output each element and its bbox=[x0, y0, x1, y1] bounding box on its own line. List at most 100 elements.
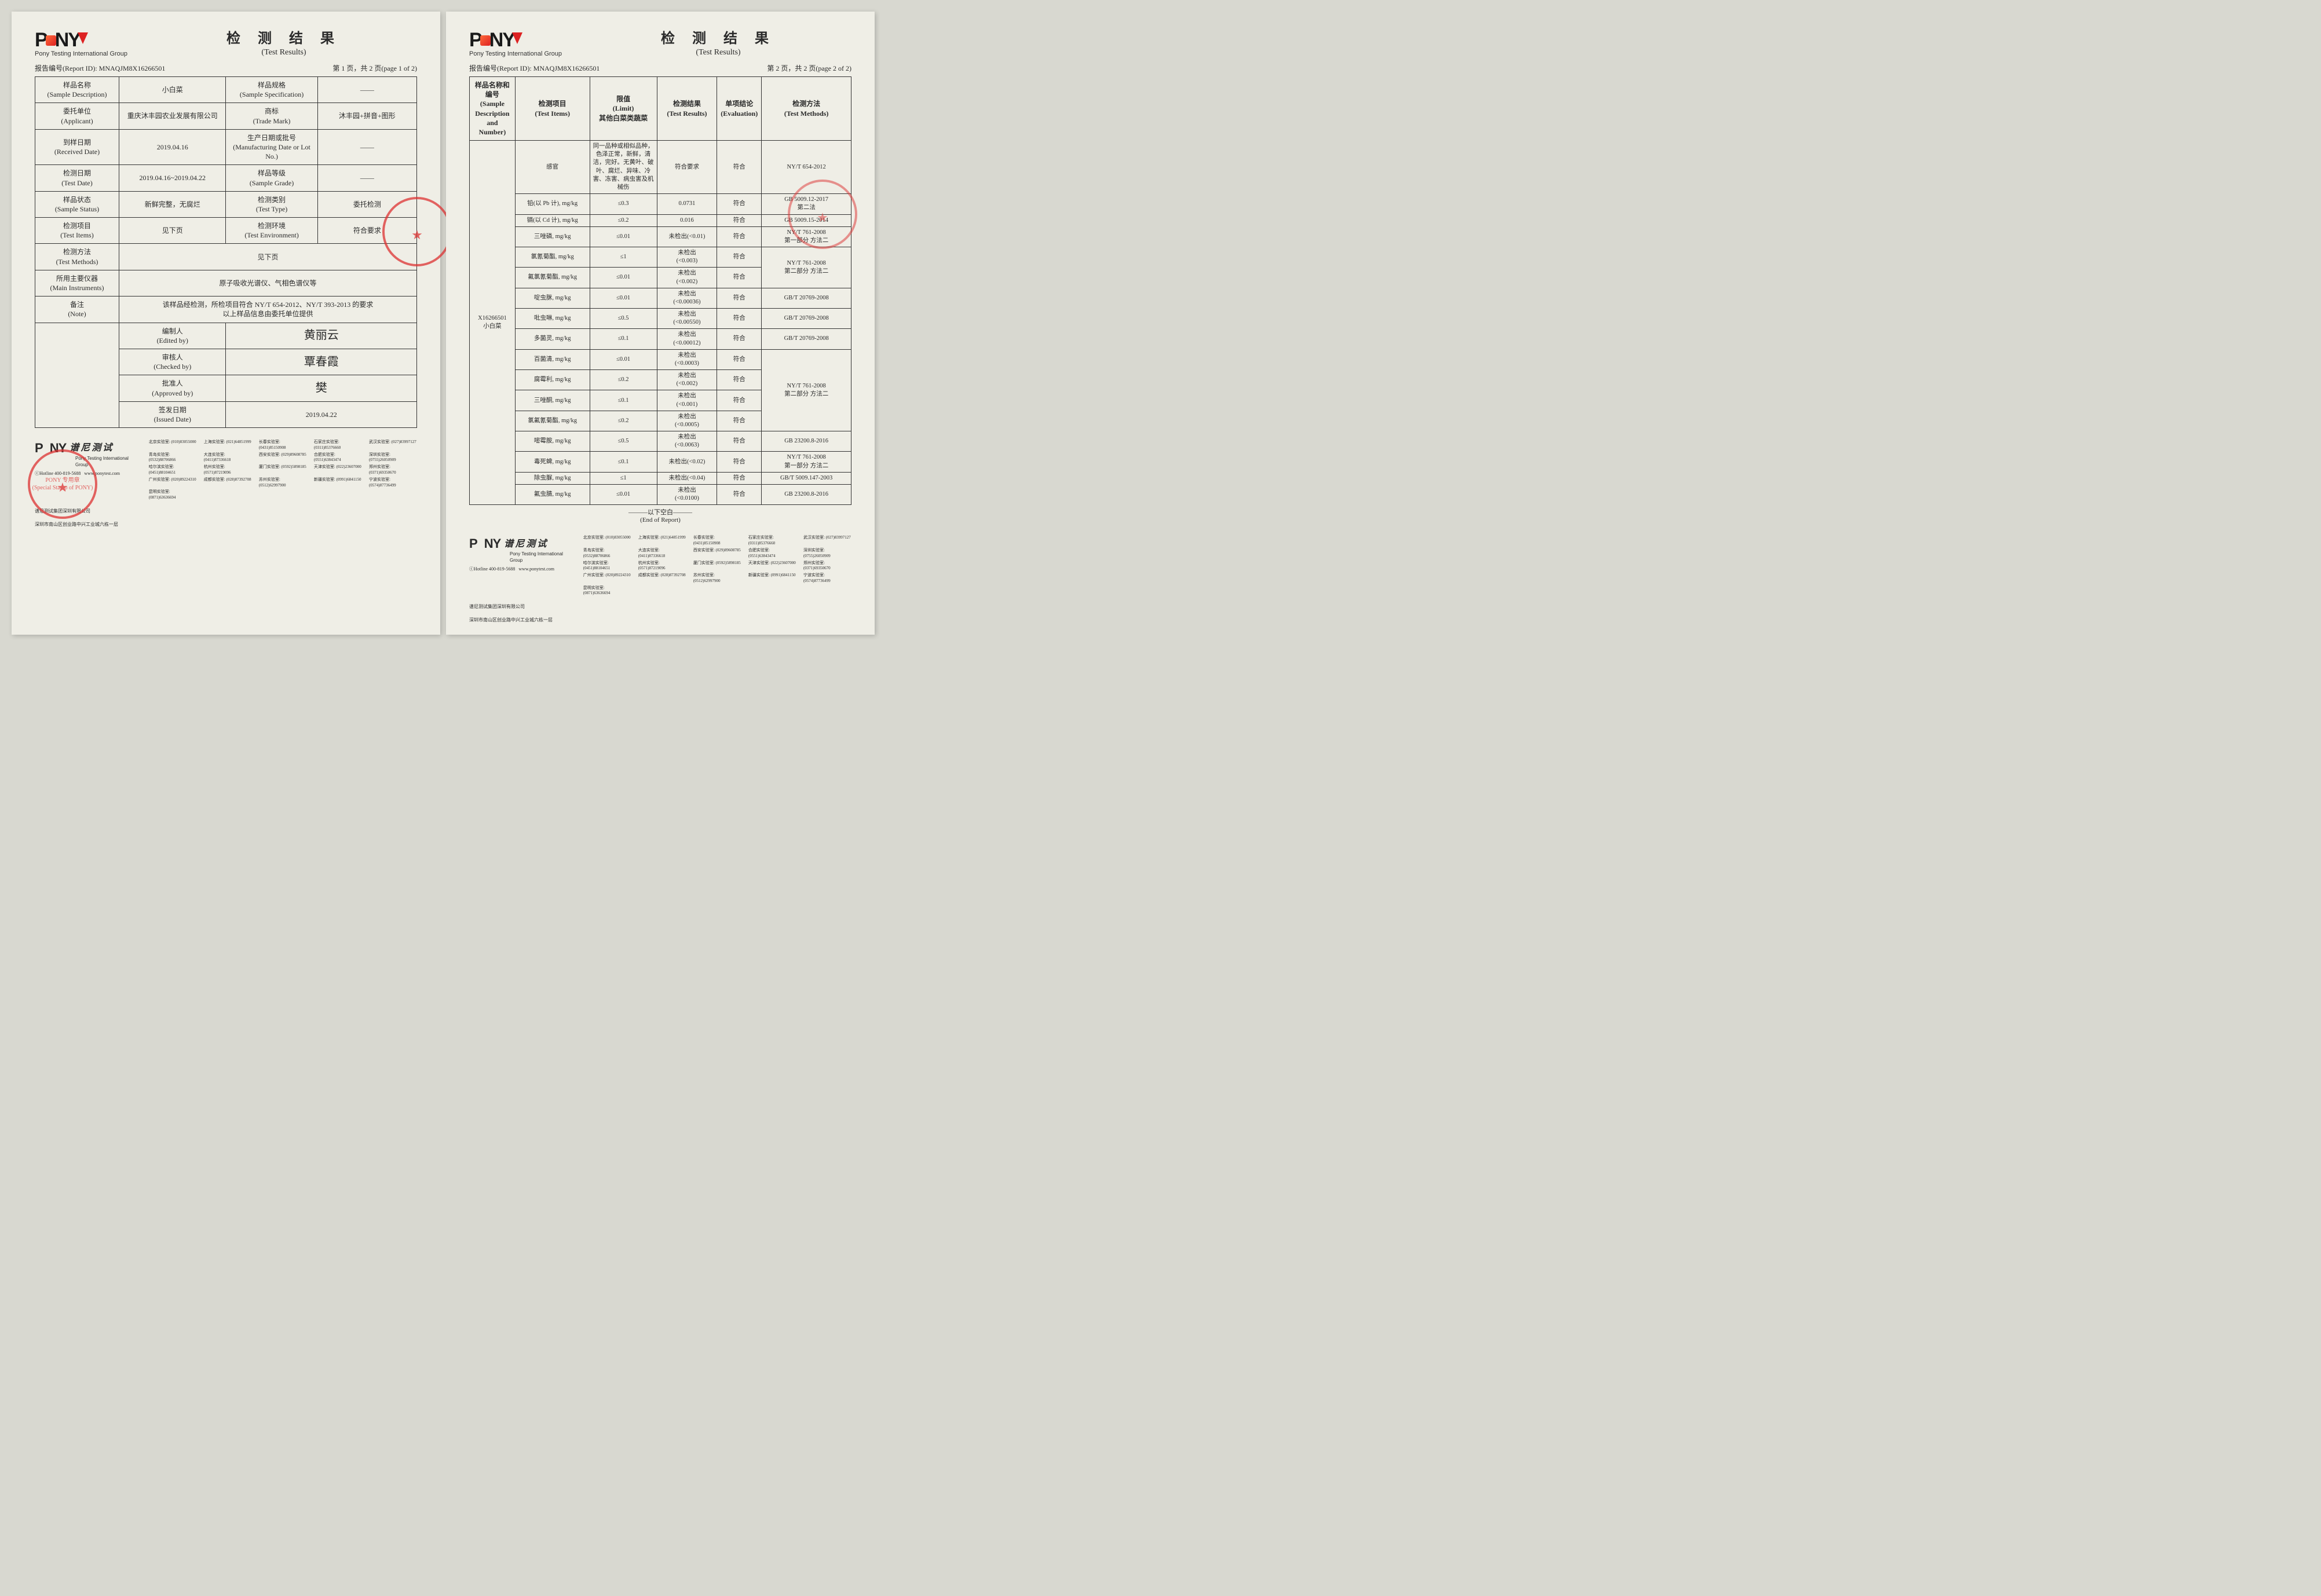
lab-phone: 苏州实验室: (0512)62997900 bbox=[693, 573, 741, 584]
report-id: MNAQJM8X16266501 bbox=[99, 64, 166, 72]
lab-phone: 上海实验室: (021)64851999 bbox=[638, 535, 686, 547]
column-header: 检测方法 (Test Methods) bbox=[762, 77, 851, 141]
signature: 樊 bbox=[226, 375, 417, 401]
lab-phone: 宁波实验室: (0574)87736499 bbox=[803, 573, 851, 584]
footer-company: 谱尼测试集团深圳有限公司 bbox=[35, 508, 417, 514]
lab-phone: 长春实验室: (0431)85150908 bbox=[259, 440, 307, 451]
logo-subtitle: Pony Testing International Group bbox=[469, 50, 562, 57]
evaluation: 符合 bbox=[717, 288, 762, 308]
limit: ≤0.2 bbox=[590, 214, 657, 226]
logo-subtitle: Pony Testing International Group bbox=[35, 50, 127, 57]
signature: 覃春霞 bbox=[226, 349, 417, 375]
limit: ≤0.1 bbox=[590, 390, 657, 411]
footer-lab-list: 北京实验室: (010)83055000上海实验室: (021)64851999… bbox=[149, 440, 417, 501]
method: GB 23200.8-2016 bbox=[762, 484, 851, 504]
pony-stamp-icon: PONY 专用章 (Special Stamp of PONY) bbox=[28, 449, 97, 519]
lab-phone: 石家庄实验室: (0311)85376660 bbox=[748, 535, 796, 547]
limit: ≤0.01 bbox=[590, 484, 657, 504]
lab-phone: 厦门实验室: (0592)5898185 bbox=[259, 464, 307, 476]
result: 0.0731 bbox=[657, 194, 717, 214]
lab-phone: 杭州实验室: (0571)87219096 bbox=[204, 464, 252, 476]
result: 未检出 (<0.00012) bbox=[657, 329, 717, 349]
label: 到样日期 (Received Date) bbox=[35, 129, 119, 165]
pony-stamp-right-icon bbox=[382, 197, 452, 266]
value: 2019.04.16 bbox=[119, 129, 226, 165]
evaluation: 符合 bbox=[717, 472, 762, 484]
logo-square-icon bbox=[43, 445, 50, 452]
page-indicator-1: 第 1 页，共 2 页(page 1 of 2) bbox=[332, 63, 417, 73]
label: 样品名称 (Sample Description) bbox=[35, 77, 119, 103]
page-indicator-2: 第 2 页，共 2 页(page 2 of 2) bbox=[767, 63, 851, 73]
value: 原子吸收光谱仪、气相色谱仪等 bbox=[119, 270, 416, 296]
lab-phone: 石家庄实验室: (0311)85376660 bbox=[314, 440, 362, 451]
evaluation: 符合 bbox=[717, 329, 762, 349]
pony-stamp-right-icon bbox=[788, 180, 857, 249]
label: 批准人 (Approved by) bbox=[119, 375, 226, 401]
limit: ≤0.2 bbox=[590, 370, 657, 390]
value: —— bbox=[317, 77, 416, 103]
test-item: 嘧霉胺, mg/kg bbox=[515, 431, 590, 452]
label: 检测方法 (Test Methods) bbox=[35, 244, 119, 270]
limit: ≤0.5 bbox=[590, 431, 657, 452]
evaluation: 符合 bbox=[717, 484, 762, 504]
lab-phone: 广州实验室: (020)89224310 bbox=[583, 573, 631, 584]
footer-cn-brand: 谱尼测试 bbox=[504, 538, 548, 551]
lab-phone: 大连实验室: (0411)87336618 bbox=[204, 452, 252, 464]
result: 未检出 (<0.0005) bbox=[657, 411, 717, 431]
pony-logo: PNY bbox=[35, 29, 127, 52]
logo-square-icon bbox=[46, 35, 56, 46]
result: 未检出 (<0.0063) bbox=[657, 431, 717, 452]
lab-phone: 厦门实验室: (0592)5898185 bbox=[693, 561, 741, 572]
lab-phone: 青岛实验室: (0532)88706866 bbox=[149, 452, 197, 464]
evaluation: 符合 bbox=[717, 309, 762, 329]
limit: ≤0.1 bbox=[590, 452, 657, 472]
stamp-text: PONY 专用章 (Special Stamp of PONY) bbox=[32, 477, 93, 492]
test-item: 多菌灵, mg/kg bbox=[515, 329, 590, 349]
value: 见下页 bbox=[119, 218, 226, 244]
label: 委托单位 (Applicant) bbox=[35, 103, 119, 129]
limit: ≤0.3 bbox=[590, 194, 657, 214]
method: GB/T 20769-2008 bbox=[762, 288, 851, 308]
label: 样品规格 (Sample Specification) bbox=[226, 77, 317, 103]
lab-phone: 武汉实验室: (027)83997127 bbox=[803, 535, 851, 547]
value: 小白菜 bbox=[119, 77, 226, 103]
test-item: 镉(以 Cd 计), mg/kg bbox=[515, 214, 590, 226]
logo-block: PNY Pony Testing International Group bbox=[35, 29, 127, 57]
title-block: 检 测 结 果 (Test Results) bbox=[151, 27, 417, 57]
result: 未检出 (<0.0003) bbox=[657, 349, 717, 369]
method: NY/T 761-2008 第二部分 方法二 bbox=[762, 349, 851, 431]
lab-phone: 深圳实验室: (0755)26050909 bbox=[803, 548, 851, 559]
results-table: 样品名称和编号 (Sample Description and Number)检… bbox=[469, 76, 851, 505]
result: 未检出(<0.01) bbox=[657, 226, 717, 247]
lab-phone: 成都实验室: (028)87392708 bbox=[204, 477, 252, 489]
value: 新鲜完整，无腐烂 bbox=[119, 191, 226, 217]
label: 样品等级 (Sample Grade) bbox=[226, 165, 317, 191]
label: 检测环境 (Test Environment) bbox=[226, 218, 317, 244]
lab-phone: 昆明实验室: (0871)63636694 bbox=[149, 489, 197, 501]
limit: ≤0.1 bbox=[590, 329, 657, 349]
lab-phone: 昆明实验室: (0871)63636694 bbox=[583, 585, 631, 597]
stamp-cell bbox=[35, 323, 119, 428]
method: GB/T 5009.147-2003 bbox=[762, 472, 851, 484]
logo-triangle-icon bbox=[512, 32, 522, 44]
result: 未检出(<0.02) bbox=[657, 452, 717, 472]
test-item: 吡虫啉, mg/kg bbox=[515, 309, 590, 329]
lab-phone: 合肥实验室: (0551)63843474 bbox=[748, 548, 796, 559]
method: NY/T 761-2008 第二部分 方法二 bbox=[762, 247, 851, 288]
end-of-report: ———以下空白——— (End of Report) bbox=[469, 507, 851, 524]
test-item: 腐霉利, mg/kg bbox=[515, 370, 590, 390]
lab-phone: 杭州实验室: (0571)87219096 bbox=[638, 561, 686, 572]
limit: ≤0.01 bbox=[590, 268, 657, 288]
column-header: 检测结果 (Test Results) bbox=[657, 77, 717, 141]
footer-brand-en: Pony Testing International Group bbox=[510, 551, 572, 563]
evaluation: 符合 bbox=[717, 370, 762, 390]
label: 检测项目 (Test Items) bbox=[35, 218, 119, 244]
lab-phone: 长春实验室: (0431)85150908 bbox=[693, 535, 741, 547]
page-2: PNY Pony Testing International Group 检 测… bbox=[446, 12, 875, 635]
info-table: 样品名称 (Sample Description)小白菜样品规格 (Sample… bbox=[35, 76, 417, 428]
label: 生产日期或批号 (Manufacturing Date or Lot No.) bbox=[226, 129, 317, 165]
result: 未检出 (<0.00550) bbox=[657, 309, 717, 329]
header: PNY Pony Testing International Group 检 测… bbox=[469, 29, 851, 57]
lab-phone: 天津实验室: (022)23607000 bbox=[748, 561, 796, 572]
test-item: 氟氯氰菊酯, mg/kg bbox=[515, 268, 590, 288]
